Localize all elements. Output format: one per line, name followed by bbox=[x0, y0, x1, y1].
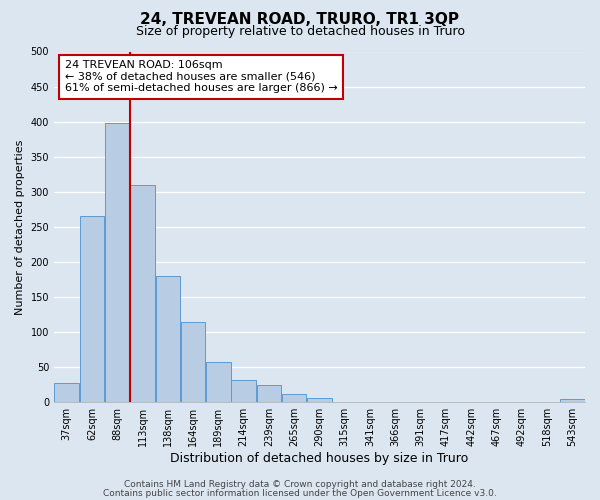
X-axis label: Distribution of detached houses by size in Truro: Distribution of detached houses by size … bbox=[170, 452, 469, 465]
Bar bbox=[55, 382, 79, 402]
Bar bbox=[181, 322, 205, 402]
Bar bbox=[232, 380, 256, 402]
Bar bbox=[307, 398, 332, 402]
Text: 24 TREVEAN ROAD: 106sqm
← 38% of detached houses are smaller (546)
61% of semi-d: 24 TREVEAN ROAD: 106sqm ← 38% of detache… bbox=[65, 60, 337, 94]
Bar bbox=[206, 362, 230, 402]
Bar bbox=[560, 400, 584, 402]
Bar bbox=[105, 123, 130, 402]
Text: 24, TREVEAN ROAD, TRURO, TR1 3QP: 24, TREVEAN ROAD, TRURO, TR1 3QP bbox=[140, 12, 460, 26]
Text: Contains public sector information licensed under the Open Government Licence v3: Contains public sector information licen… bbox=[103, 488, 497, 498]
Bar bbox=[130, 185, 155, 402]
Y-axis label: Number of detached properties: Number of detached properties bbox=[15, 139, 25, 314]
Bar bbox=[257, 386, 281, 402]
Bar bbox=[155, 276, 180, 402]
Bar bbox=[80, 216, 104, 402]
Text: Size of property relative to detached houses in Truro: Size of property relative to detached ho… bbox=[136, 25, 464, 38]
Bar bbox=[282, 394, 307, 402]
Text: Contains HM Land Registry data © Crown copyright and database right 2024.: Contains HM Land Registry data © Crown c… bbox=[124, 480, 476, 489]
